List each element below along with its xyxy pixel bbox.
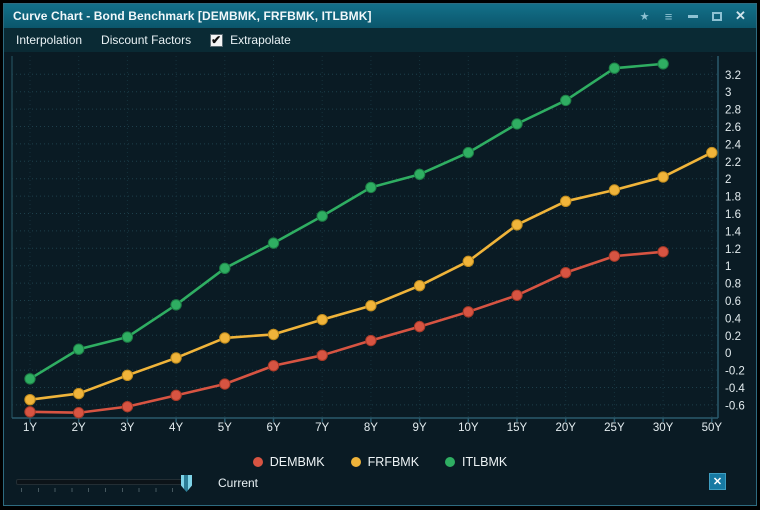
time-slider-track[interactable] [16,479,187,485]
svg-text:7Y: 7Y [315,422,329,434]
svg-text:0: 0 [725,348,731,360]
svg-text:2.2: 2.2 [725,157,741,169]
title-bar: Curve Chart - Bond Benchmark [DEMBMK, FR… [4,4,756,28]
svg-text:4Y: 4Y [169,422,183,434]
svg-text:-0.2: -0.2 [725,366,745,378]
svg-text:10Y: 10Y [458,422,479,434]
itlbmk-dot-icon [445,457,456,467]
svg-text:25Y: 25Y [604,422,625,434]
svg-text:20Y: 20Y [555,422,576,434]
svg-text:3Y: 3Y [120,422,134,434]
svg-text:-0.6: -0.6 [725,400,745,412]
svg-text:15Y: 15Y [507,422,528,434]
window-controls: ★ ≡ ✕ [637,4,748,28]
minimize-icon[interactable] [685,9,700,24]
chart-region: 1Y 2Y 3Y 4Y 5Y 6Y 7Y 8Y 9Y 10Y 15Y 20Y 25Y 30Y 50Y 3.2 3… [4,52,756,505]
svg-text:50Y: 50Y [702,422,723,434]
svg-text:3.2: 3.2 [725,70,741,82]
svg-text:-0.4: -0.4 [725,383,745,395]
time-slider-label: Current [218,476,259,490]
legend-label: DEMBMK [269,455,325,469]
svg-text:0.6: 0.6 [725,296,741,308]
svg-text:1.4: 1.4 [725,226,742,238]
app-window: Curve Chart - Bond Benchmark [DEMBMK, FR… [3,3,757,506]
legend-label: ITLBMK [462,455,508,469]
time-slider-ticks [21,488,173,492]
svg-text:8Y: 8Y [364,422,378,434]
svg-text:1Y: 1Y [23,422,37,434]
svg-text:6Y: 6Y [266,422,280,434]
legend-item-dembmk: DEMBMK [252,455,325,469]
legend-item-itlbmk: ITLBMK [445,455,507,469]
svg-text:1: 1 [725,261,731,273]
curve-chart: 1Y 2Y 3Y 4Y 5Y 6Y 7Y 8Y 9Y 10Y 15Y 20Y 25Y 30Y 50Y 3.2 3… [11,56,745,434]
svg-text:0.4: 0.4 [725,313,742,325]
menu-bar: Interpolation Discount Factors Extrapola… [4,28,756,52]
svg-text:2.8: 2.8 [725,105,741,117]
dembmk-dot-icon [252,457,263,467]
legend-item-frfbmk: FRFBMK [350,455,420,469]
frfbmk-dot-icon [350,457,361,467]
extrapolate-checkbox[interactable] [210,33,224,47]
window-title: Curve Chart - Bond Benchmark [DEMBMK, FR… [13,9,372,23]
svg-text:2: 2 [725,174,731,186]
window-menu-icon[interactable]: ≡ [664,8,673,24]
svg-text:1.8: 1.8 [725,192,741,204]
svg-text:2.4: 2.4 [725,139,742,151]
svg-text:0.8: 0.8 [725,279,741,291]
svg-text:0.2: 0.2 [725,331,741,343]
svg-text:3: 3 [725,87,731,99]
svg-text:2.6: 2.6 [725,122,741,134]
slider-close-button[interactable]: ✕ [709,473,726,490]
svg-text:9Y: 9Y [413,422,427,434]
extrapolate-label: Extrapolate [230,33,291,47]
favorite-star-icon[interactable]: ★ [639,10,650,23]
svg-text:5Y: 5Y [218,422,232,434]
svg-text:1.2: 1.2 [725,244,741,256]
extrapolate-toggle[interactable]: Extrapolate [210,33,291,47]
svg-text:1.6: 1.6 [725,209,741,221]
svg-text:30Y: 30Y [653,422,674,434]
chart-legend: DEMBMK FRFBMK ITLBMK [4,452,756,472]
svg-text:2Y: 2Y [72,422,86,434]
close-icon[interactable]: ✕ [735,8,746,23]
menu-interpolation[interactable]: Interpolation [16,33,83,47]
maximize-icon[interactable] [709,9,724,24]
legend-label: FRFBMK [367,455,420,469]
time-slider-handle[interactable] [181,475,192,492]
close-x-icon: ✕ [712,476,723,488]
menu-discount-factors[interactable]: Discount Factors [101,33,192,47]
